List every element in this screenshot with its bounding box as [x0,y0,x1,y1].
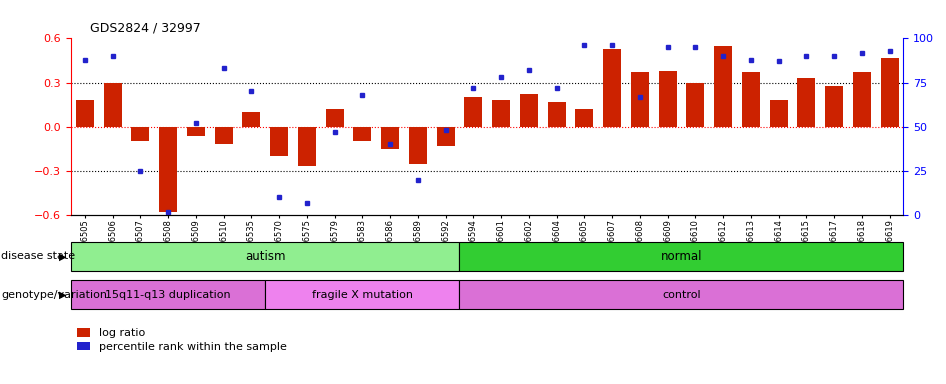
Bar [131,127,149,141]
Bar [103,83,122,127]
Bar [76,100,94,127]
Bar [825,86,843,127]
Bar [464,97,482,127]
Bar [215,127,233,144]
Bar [548,102,566,127]
Text: ▶: ▶ [59,290,66,300]
Bar [325,109,343,127]
Bar [575,109,593,127]
Text: normal: normal [660,250,702,263]
Bar [742,72,760,127]
Bar [881,58,899,127]
Bar [71,242,460,271]
Bar [797,78,815,127]
Bar [353,127,372,141]
Bar [186,127,205,136]
Text: autism: autism [245,250,286,263]
Bar [265,280,460,309]
Bar [714,46,732,127]
Bar [242,112,260,127]
Bar [381,127,399,149]
Bar [71,280,265,309]
Text: genotype/variation: genotype/variation [1,290,107,300]
Text: fragile X mutation: fragile X mutation [312,290,412,300]
Bar [159,127,177,212]
Bar [852,72,871,127]
Text: GDS2824 / 32997: GDS2824 / 32997 [90,22,201,35]
Text: 15q11-q13 duplication: 15q11-q13 duplication [105,290,231,300]
Legend: log ratio, percentile rank within the sample: log ratio, percentile rank within the sa… [77,328,287,352]
Bar [436,127,455,146]
Text: control: control [662,290,701,300]
Bar [298,127,316,167]
Bar [460,280,903,309]
Bar [492,100,510,127]
Text: disease state: disease state [1,251,75,262]
Bar [769,100,788,127]
Bar [686,83,705,127]
Bar [631,72,649,127]
Bar [658,71,676,127]
Text: ▶: ▶ [59,251,66,262]
Bar [519,94,538,127]
Bar [460,242,903,271]
Bar [603,49,622,127]
Bar [270,127,289,156]
Bar [409,127,427,164]
